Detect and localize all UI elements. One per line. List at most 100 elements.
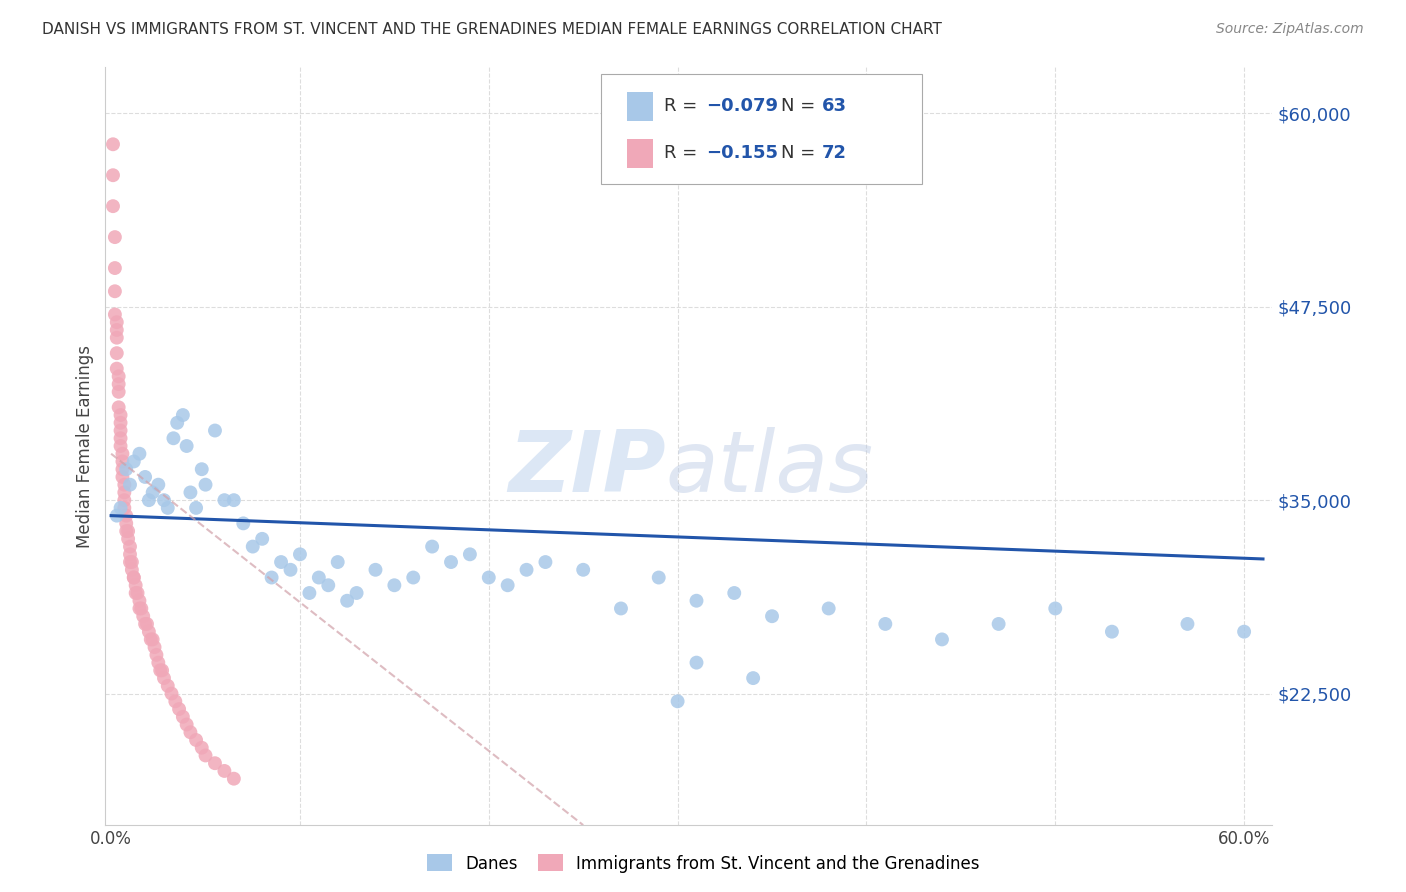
Point bbox=[115, 524, 138, 538]
Point bbox=[204, 424, 226, 438]
Point bbox=[149, 664, 172, 678]
Point bbox=[534, 555, 557, 569]
Point bbox=[232, 516, 254, 531]
FancyBboxPatch shape bbox=[627, 92, 652, 120]
Text: N =: N = bbox=[782, 145, 821, 162]
Text: ZIP: ZIP bbox=[508, 427, 665, 510]
Point bbox=[204, 756, 226, 771]
Point bbox=[176, 439, 198, 453]
Point bbox=[194, 477, 217, 491]
Point bbox=[420, 540, 443, 554]
Point bbox=[112, 493, 135, 508]
Point bbox=[111, 470, 134, 484]
Point bbox=[138, 493, 160, 508]
Point bbox=[104, 285, 127, 299]
Point bbox=[121, 563, 143, 577]
Point bbox=[139, 632, 162, 647]
Point bbox=[143, 640, 166, 655]
Point bbox=[987, 616, 1010, 631]
Point bbox=[110, 500, 132, 515]
Legend: Danes, Immigrants from St. Vincent and the Grenadines: Danes, Immigrants from St. Vincent and t… bbox=[420, 847, 986, 880]
Point bbox=[364, 563, 387, 577]
Point bbox=[115, 462, 138, 476]
Point bbox=[402, 570, 425, 584]
Point bbox=[128, 447, 150, 461]
Point bbox=[336, 593, 359, 607]
Point bbox=[112, 485, 135, 500]
Point bbox=[572, 563, 595, 577]
Point bbox=[117, 532, 139, 546]
Text: Source: ZipAtlas.com: Source: ZipAtlas.com bbox=[1216, 22, 1364, 37]
Point bbox=[118, 555, 141, 569]
Point bbox=[250, 532, 273, 546]
Point bbox=[128, 601, 150, 615]
Point bbox=[128, 593, 150, 607]
Point bbox=[478, 570, 501, 584]
Point bbox=[136, 616, 159, 631]
Point bbox=[131, 601, 153, 615]
Point bbox=[110, 431, 132, 445]
Point bbox=[153, 493, 176, 508]
Point bbox=[115, 516, 138, 531]
Point bbox=[107, 369, 129, 384]
Text: −0.079: −0.079 bbox=[706, 97, 779, 115]
Point bbox=[111, 462, 134, 476]
Point bbox=[107, 384, 129, 399]
Point bbox=[118, 477, 141, 491]
Point bbox=[118, 547, 141, 561]
Point bbox=[194, 748, 217, 763]
Point bbox=[104, 230, 127, 244]
Point bbox=[931, 632, 953, 647]
Point bbox=[222, 772, 245, 786]
Point bbox=[118, 540, 141, 554]
Point bbox=[1177, 616, 1199, 631]
Text: 72: 72 bbox=[823, 145, 846, 162]
FancyBboxPatch shape bbox=[627, 139, 652, 168]
Point bbox=[326, 555, 349, 569]
Point bbox=[214, 493, 236, 508]
Point bbox=[184, 500, 207, 515]
Point bbox=[190, 462, 212, 476]
Point bbox=[110, 416, 132, 430]
Point bbox=[138, 624, 160, 639]
Point bbox=[172, 408, 194, 422]
Point bbox=[160, 687, 183, 701]
Point bbox=[1045, 601, 1067, 615]
Text: atlas: atlas bbox=[665, 427, 873, 510]
Point bbox=[515, 563, 537, 577]
Point bbox=[104, 308, 127, 322]
Point bbox=[105, 361, 128, 376]
Point bbox=[167, 702, 190, 716]
Point bbox=[148, 656, 170, 670]
Point bbox=[122, 454, 145, 468]
Point bbox=[105, 315, 128, 329]
Point bbox=[105, 323, 128, 337]
Text: R =: R = bbox=[665, 145, 703, 162]
Point bbox=[124, 586, 146, 600]
Point bbox=[176, 717, 198, 731]
Text: R =: R = bbox=[665, 97, 703, 115]
Point bbox=[190, 740, 212, 755]
Point bbox=[107, 377, 129, 392]
Point bbox=[308, 570, 330, 584]
Point bbox=[288, 547, 311, 561]
Point bbox=[101, 168, 124, 182]
Point bbox=[110, 408, 132, 422]
Point bbox=[875, 616, 897, 631]
Point bbox=[179, 725, 201, 739]
Point bbox=[166, 416, 188, 430]
Text: DANISH VS IMMIGRANTS FROM ST. VINCENT AND THE GRENADINES MEDIAN FEMALE EARNINGS : DANISH VS IMMIGRANTS FROM ST. VINCENT AN… bbox=[42, 22, 942, 37]
Point bbox=[496, 578, 519, 592]
Point bbox=[105, 346, 128, 360]
Point bbox=[1233, 624, 1256, 639]
Point bbox=[165, 694, 187, 708]
Point bbox=[172, 710, 194, 724]
Point bbox=[110, 424, 132, 438]
Point bbox=[117, 524, 139, 538]
Point bbox=[104, 261, 127, 276]
Point bbox=[134, 470, 156, 484]
Point bbox=[648, 570, 671, 584]
Point bbox=[162, 431, 184, 445]
Point bbox=[105, 331, 128, 345]
Point bbox=[685, 593, 707, 607]
